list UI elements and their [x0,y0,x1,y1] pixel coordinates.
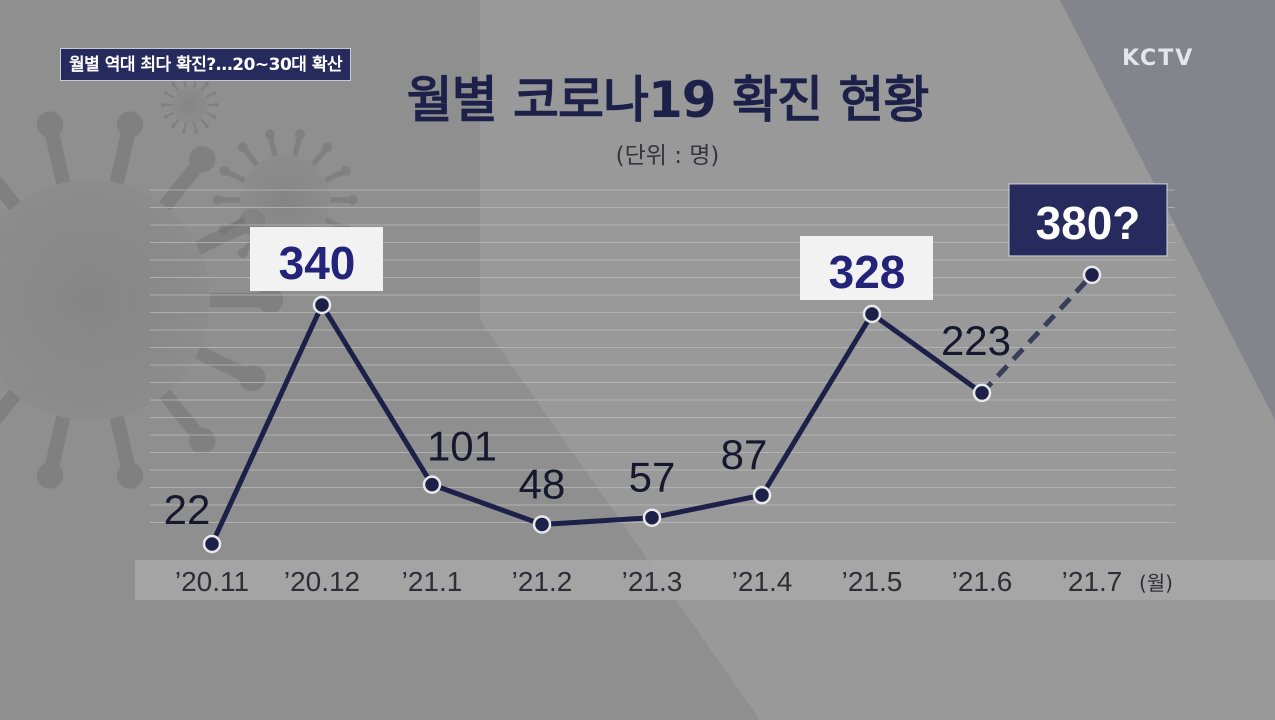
x-tick-label: ’21.6 [952,566,1013,597]
data-point [422,475,442,494]
x-tick-label: ’21.5 [842,566,903,597]
x-tick-label: ’20.12 [284,566,360,597]
x-tick-label: ’21.2 [512,566,573,597]
data-label: 87 [721,431,768,478]
data-label: 48 [519,460,566,507]
x-axis-unit: (월) [1139,571,1173,595]
data-point [972,383,992,403]
chart-title: 월별 코로나19 확진 현황 [406,71,930,129]
data-point [532,515,552,534]
data-point [202,534,222,554]
data-label: 57 [629,454,676,501]
x-axis-band [135,560,1275,600]
x-tick-label: ’21.4 [732,566,793,597]
data-point [642,508,662,527]
series-line [209,302,984,546]
data-point [312,295,332,315]
x-tick-label: ’21.3 [622,566,683,597]
data-label: 101 [427,423,497,470]
highlight-label-box [800,236,933,301]
data-label: 340 [279,237,356,289]
x-tick-label: ’20.11 [175,566,249,597]
broadcaster-logo: KCTV [1122,46,1195,71]
projected-label-box [1008,183,1168,257]
data-point [752,485,772,505]
data-label: 22 [164,486,211,533]
x-tick-label: ’21.7 [1062,566,1123,597]
data-label: 328 [829,246,906,298]
data-point [862,304,882,324]
data-point [1082,265,1102,285]
data-label: 223 [941,317,1011,364]
x-tick-label: ’21.1 [402,566,463,597]
chart-unit-label: (단위 : 명) [615,143,720,169]
news-caption: 월별 역대 최다 확진?…20~30대 확산 [60,48,352,81]
virus-illustration-large [0,111,284,489]
background-panel [480,0,1275,720]
projected-line [980,273,1094,395]
data-label: 380? [1036,197,1141,249]
highlight-label-box [250,227,383,291]
